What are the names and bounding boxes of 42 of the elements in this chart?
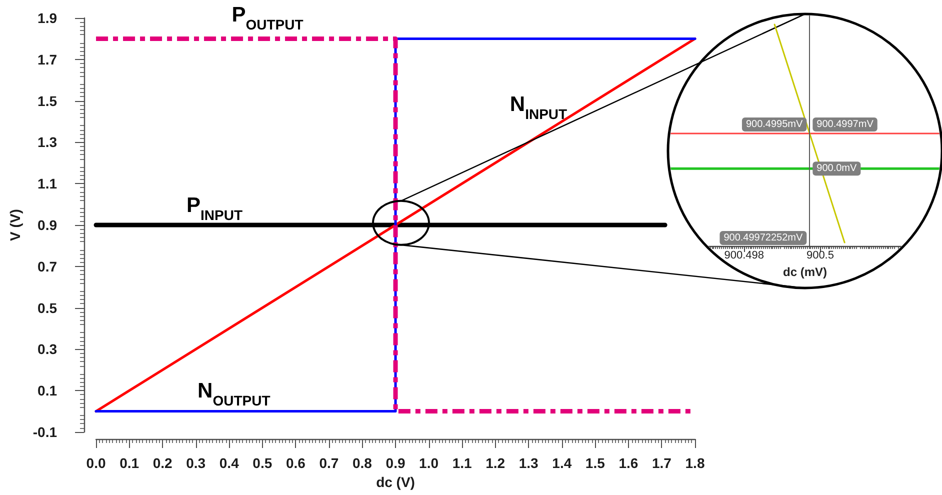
x-tick-label: 1.2 — [486, 455, 506, 471]
x-tick-label: 1.5 — [585, 455, 606, 471]
series-label: N$_{OUTPUT}$ — [198, 379, 271, 408]
data-label: 900.4997mV — [816, 119, 874, 130]
y-axis-title: V (V) — [7, 209, 23, 241]
y-tick-label: 1.3 — [38, 134, 58, 150]
x-tick-label: 1.0 — [419, 455, 439, 471]
y-tick-label: -0.1 — [32, 424, 58, 440]
x-tick-label: 0.2 — [152, 455, 173, 471]
y-tick-label: 1.7 — [38, 51, 58, 68]
x-tick-label: 900.498 — [724, 250, 764, 262]
y-tick-label: 0.9 — [38, 217, 58, 233]
y-tick-label: 0.5 — [38, 300, 58, 316]
x-tick-label: 1.6 — [618, 455, 638, 471]
y-tick-label: 1.5 — [38, 92, 58, 109]
x-tick-label: 1.4 — [552, 455, 572, 471]
x-axis-title: dc (V) — [376, 474, 415, 490]
data-label: 900.4995mV — [746, 119, 803, 130]
y-tick-label: 1.1 — [38, 176, 58, 192]
x-tick-label: 1.7 — [652, 455, 672, 471]
y-tick-label: 1.9 — [38, 10, 58, 26]
x-tick-label: 0.8 — [352, 455, 372, 471]
series-label: N$_{INPUT}$ — [510, 92, 568, 122]
data-label: 900.0mV — [816, 163, 858, 174]
y-tick-label: 0.3 — [38, 341, 58, 358]
x-tick-label: 1.3 — [518, 455, 539, 471]
x-tick-label: 0.4 — [219, 455, 240, 471]
x-tick-label: 900.5 — [806, 250, 834, 262]
x-tick-label: 0.7 — [319, 455, 339, 471]
x-tick-label: 0.5 — [252, 455, 272, 471]
series-label: P$_{INPUT}$ — [186, 194, 243, 223]
series-label: P$_{OUTPUT}$ — [232, 4, 304, 33]
x-tick-label: 1.8 — [685, 455, 705, 471]
y-tick-label: 0.1 — [38, 382, 58, 399]
x-tick-label: 0.6 — [286, 455, 306, 471]
x-tick-label: 1.1 — [452, 455, 472, 471]
x-tick-label: 0.0 — [86, 455, 106, 471]
x-tick-label: 0.3 — [186, 455, 206, 471]
x-axis-title: dc (mV) — [782, 264, 828, 279]
x-tick-label: 0.1 — [120, 455, 140, 471]
ref-line-label: 900.49972252mV — [724, 232, 803, 244]
x-tick-label: 0.9 — [386, 455, 406, 471]
